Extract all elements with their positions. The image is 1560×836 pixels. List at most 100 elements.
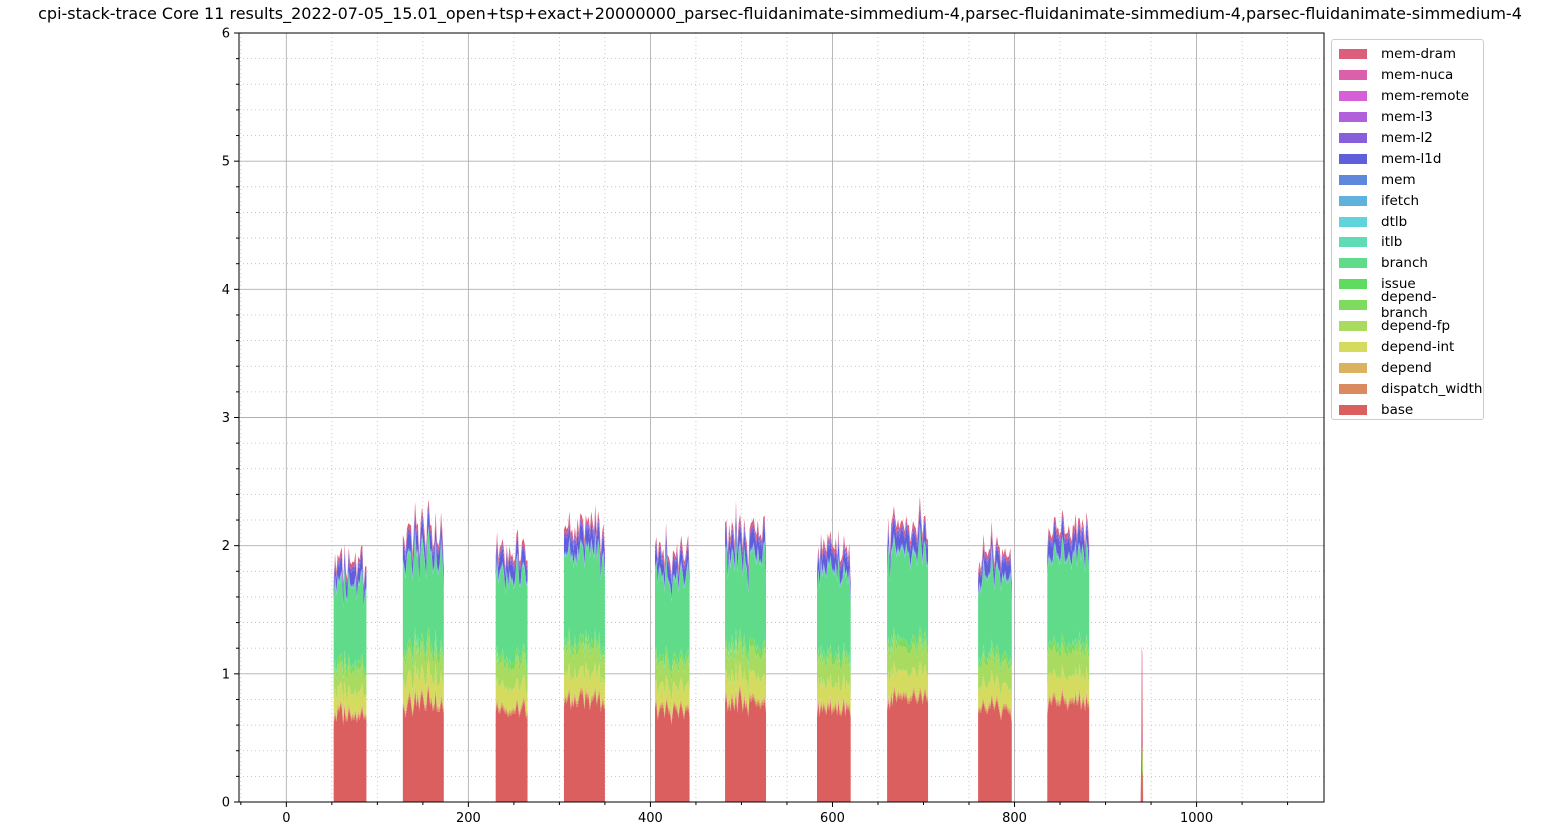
legend-swatch	[1339, 49, 1367, 60]
area-mem-l2	[495, 534, 528, 802]
legend-label: mem-l2	[1381, 130, 1433, 146]
area-depend-int	[563, 660, 605, 802]
legend-item-itlb: itlb	[1332, 232, 1483, 253]
area-branch	[887, 527, 929, 802]
y-tick-label: 5	[222, 155, 230, 170]
legend-swatch	[1339, 153, 1367, 164]
area-mem	[1047, 534, 1090, 802]
y-tick-label: 2	[222, 539, 230, 554]
area-depend	[816, 694, 851, 802]
area-depend-branch	[1047, 632, 1090, 802]
legend-label: branch	[1381, 255, 1428, 272]
area-mem-l1d	[1047, 519, 1090, 802]
legend-label: depend	[1381, 359, 1432, 376]
x-tick-label: 200	[456, 811, 481, 826]
area-depend-fp	[563, 635, 605, 802]
area-base	[887, 689, 929, 802]
legend-item-issue: issue	[1332, 274, 1483, 295]
area-depend-fp	[654, 652, 690, 802]
legend-item-mem-l2: mem-l2	[1332, 128, 1483, 149]
area-mem-l1d	[887, 506, 929, 802]
area-base	[495, 701, 528, 802]
burst-8	[887, 496, 929, 802]
legend-label: dtlb	[1381, 213, 1408, 230]
area-ifetch	[654, 549, 690, 802]
burst-9	[978, 521, 1012, 802]
area-depend-branch	[725, 629, 767, 802]
area-depend-fp	[333, 657, 367, 802]
x-tick-label: 0	[282, 811, 290, 826]
area-mem-dram	[402, 499, 444, 802]
legend-label: mem-l1d	[1381, 150, 1442, 167]
x-tick-label: 400	[638, 811, 663, 826]
area-branch	[816, 558, 851, 802]
chart-legend: mem-dram mem-nuca mem-remote mem-l3 mem-l2 me…	[1331, 39, 1484, 420]
area-mem-l1d	[495, 538, 528, 802]
legend-swatch	[1339, 321, 1367, 332]
area-mem-dram	[887, 496, 929, 802]
legend-swatch	[1339, 70, 1367, 81]
legend-item-dtlb: dtlb	[1332, 211, 1483, 232]
y-tick-label: 0	[222, 796, 230, 811]
area-mem-l1d	[563, 515, 605, 802]
area-base	[978, 698, 1012, 802]
area-branch	[495, 556, 528, 802]
area-itlb	[654, 550, 690, 802]
legend-swatch	[1339, 237, 1367, 248]
legend-item-mem-remote: mem-remote	[1332, 86, 1483, 107]
burst-1	[333, 543, 367, 802]
spike-area	[1140, 645, 1144, 802]
legend-label: mem-nuca	[1381, 67, 1454, 84]
area-mem-dram	[654, 522, 690, 802]
y-tick-label: 6	[222, 27, 230, 42]
legend-item-mem-dram: mem-dram	[1332, 44, 1483, 65]
x-tick-label: 1000	[1180, 811, 1213, 826]
area-depend-fp	[725, 636, 767, 802]
legend-label: base	[1381, 401, 1414, 418]
area-itlb	[1047, 537, 1090, 802]
area-mem	[887, 522, 929, 802]
legend-label: ifetch	[1381, 192, 1420, 209]
y-axis: 0 1 2 3 4 5 6	[222, 27, 239, 811]
spike-base	[1141, 769, 1144, 802]
area-branch	[725, 532, 767, 802]
area-ifetch	[1047, 535, 1090, 802]
area-mem-l1d	[725, 511, 767, 802]
burst-10	[1047, 509, 1090, 802]
area-branch	[1047, 539, 1090, 802]
area-branch	[333, 568, 367, 802]
legend-swatch	[1339, 133, 1367, 143]
area-mem-l1d	[654, 532, 690, 802]
area-depend-int	[816, 671, 851, 802]
area-depend-fp	[402, 634, 444, 802]
area-depend-fp	[1047, 639, 1090, 802]
legend-swatch	[1339, 383, 1367, 394]
area-mem	[654, 548, 690, 802]
legend-label: depend-fp	[1381, 318, 1451, 335]
area-mem-dram	[1047, 509, 1090, 802]
area-depend-fp	[978, 646, 1012, 802]
x-tick-label: 600	[820, 811, 845, 826]
area-base	[1047, 691, 1090, 802]
area-base	[725, 689, 767, 802]
legend-swatch	[1339, 216, 1367, 227]
area-base	[816, 699, 851, 802]
burst-7	[816, 529, 851, 802]
legend-item-mem-l1d: mem-l1d	[1332, 148, 1483, 169]
area-dispatch_width	[816, 696, 851, 802]
legend-item-mem-nuca: mem-nuca	[1332, 65, 1483, 86]
area-base	[402, 690, 444, 802]
legend-item-mem: mem	[1332, 169, 1483, 190]
legend-item-ifetch: ifetch	[1332, 190, 1483, 211]
area-mem-l2	[402, 504, 444, 802]
area-mem-l1d	[816, 539, 851, 802]
legend-swatch	[1339, 258, 1367, 269]
area-ifetch	[887, 524, 929, 802]
legend-item-base: base	[1332, 399, 1483, 420]
legend-label: itlb	[1381, 234, 1403, 251]
area-depend-int	[402, 659, 444, 802]
area-itlb	[887, 525, 929, 802]
area-depend-branch	[816, 643, 851, 802]
legend-swatch	[1339, 91, 1367, 102]
